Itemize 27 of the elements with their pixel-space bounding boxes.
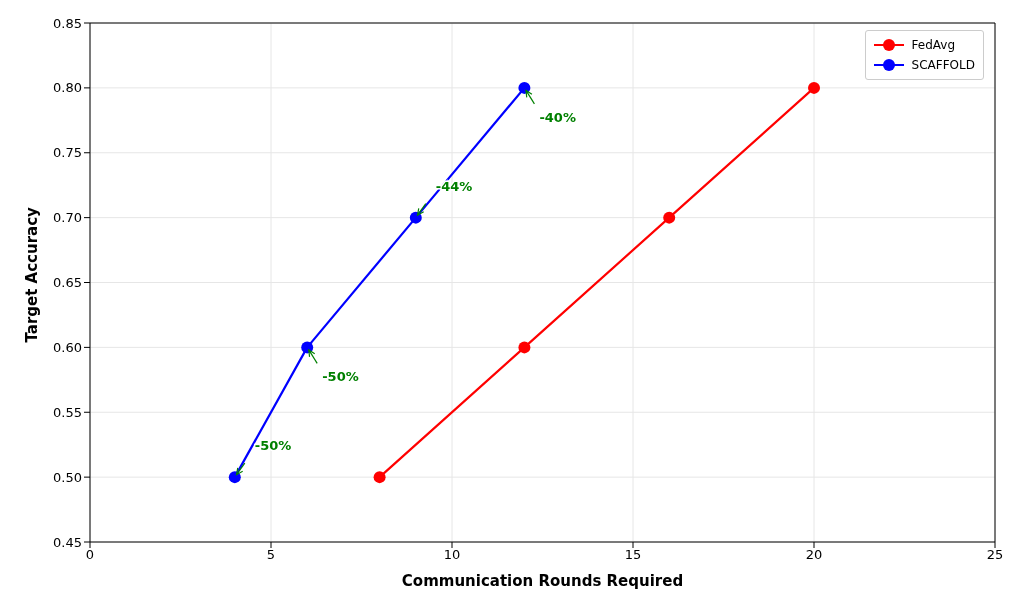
x-tick-label: 0	[85, 547, 95, 563]
y-tick-label: 0.45	[53, 534, 82, 550]
x-tick-label: 15	[624, 547, 642, 563]
point	[663, 211, 676, 224]
x-tick-label: 25	[986, 547, 1004, 563]
legend-label: SCAFFOLD	[911, 58, 975, 72]
y-tick-label: 0.75	[53, 145, 82, 161]
point	[228, 471, 241, 484]
annotation: -50%	[322, 369, 359, 385]
x-tick-label: 10	[443, 547, 461, 563]
annotation: -50%	[254, 438, 292, 454]
y-tick-label: 0.55	[53, 404, 82, 420]
annotation: -40%	[539, 109, 576, 125]
y-tick-label: 0.65	[53, 275, 82, 291]
y-axis-title: Target Accuracy	[23, 206, 42, 343]
x-tick-label: 5	[266, 547, 276, 563]
y-tick-label: 0.85	[53, 15, 82, 31]
y-tick-label: 0.80	[53, 80, 82, 96]
legend-label: FedAvg	[911, 38, 956, 52]
y-tick-label: 0.50	[53, 469, 82, 485]
y-tick-label: 0.70	[53, 210, 82, 226]
x-axis-title: Communication Rounds Required	[401, 572, 684, 590]
point	[373, 471, 386, 484]
point	[518, 341, 531, 354]
x-tick-label: 20	[805, 547, 823, 563]
y-tick-label: 0.60	[53, 339, 82, 355]
point	[808, 81, 820, 94]
